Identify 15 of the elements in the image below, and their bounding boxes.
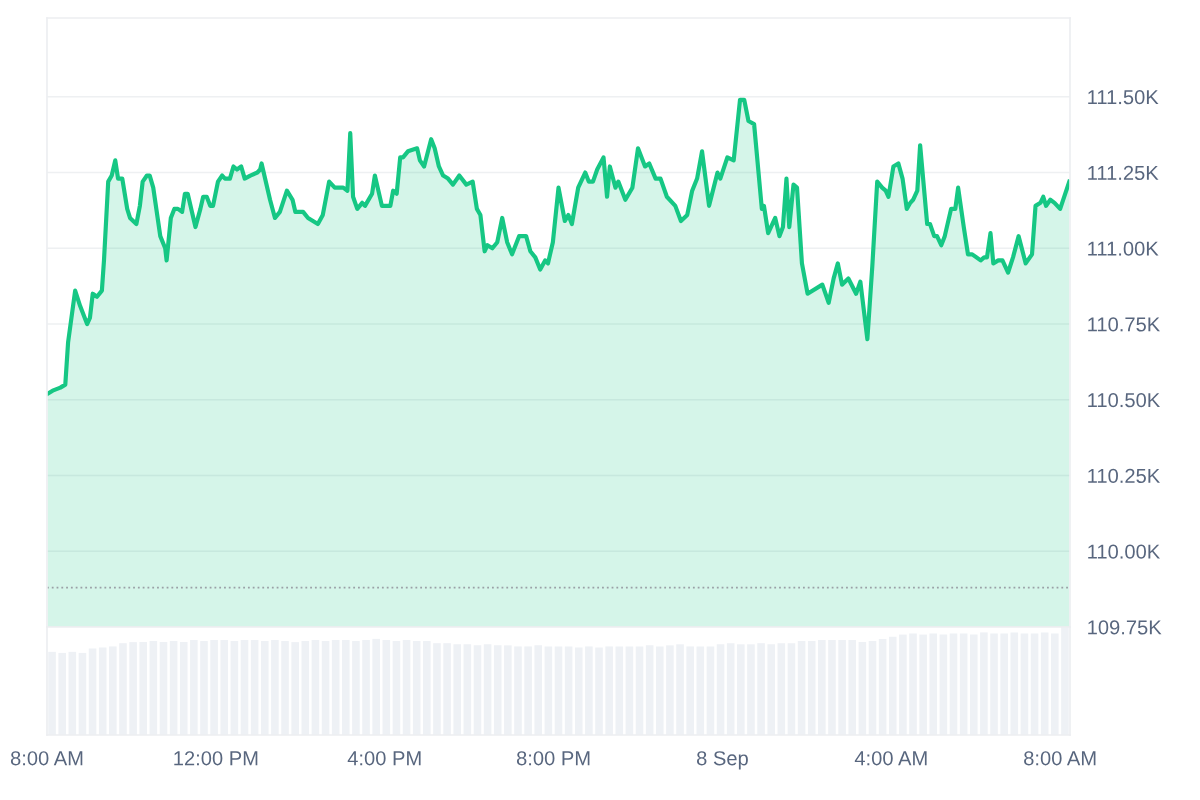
y-tick-label: 110.75K — [1088, 317, 1160, 332]
y-tick-label: 111.25K — [1088, 165, 1159, 181]
x-tick-label: 4:00 PM — [347, 751, 421, 766]
x-tick-label: 8:00 AM — [10, 751, 83, 766]
y-tick-label: 111.50K — [1088, 90, 1159, 105]
y-tick-label: 110.00K — [1088, 544, 1160, 559]
x-tick-label: 8 Sep — [697, 751, 748, 770]
y-tick-label: 111.00K — [1088, 241, 1159, 256]
x-tick-label: 8:00 AM — [1024, 751, 1096, 766]
y-tick-label: 109.75K — [1088, 620, 1162, 635]
x-tick-label: 4:00 AM — [854, 751, 927, 766]
x-tick-label: 8:00 PM — [516, 751, 590, 766]
y-tick-label: 110.50K — [1088, 393, 1160, 408]
x-tick-label: 12:00 PM — [174, 751, 258, 766]
y-tick-label: 110.25K — [1088, 468, 1160, 483]
